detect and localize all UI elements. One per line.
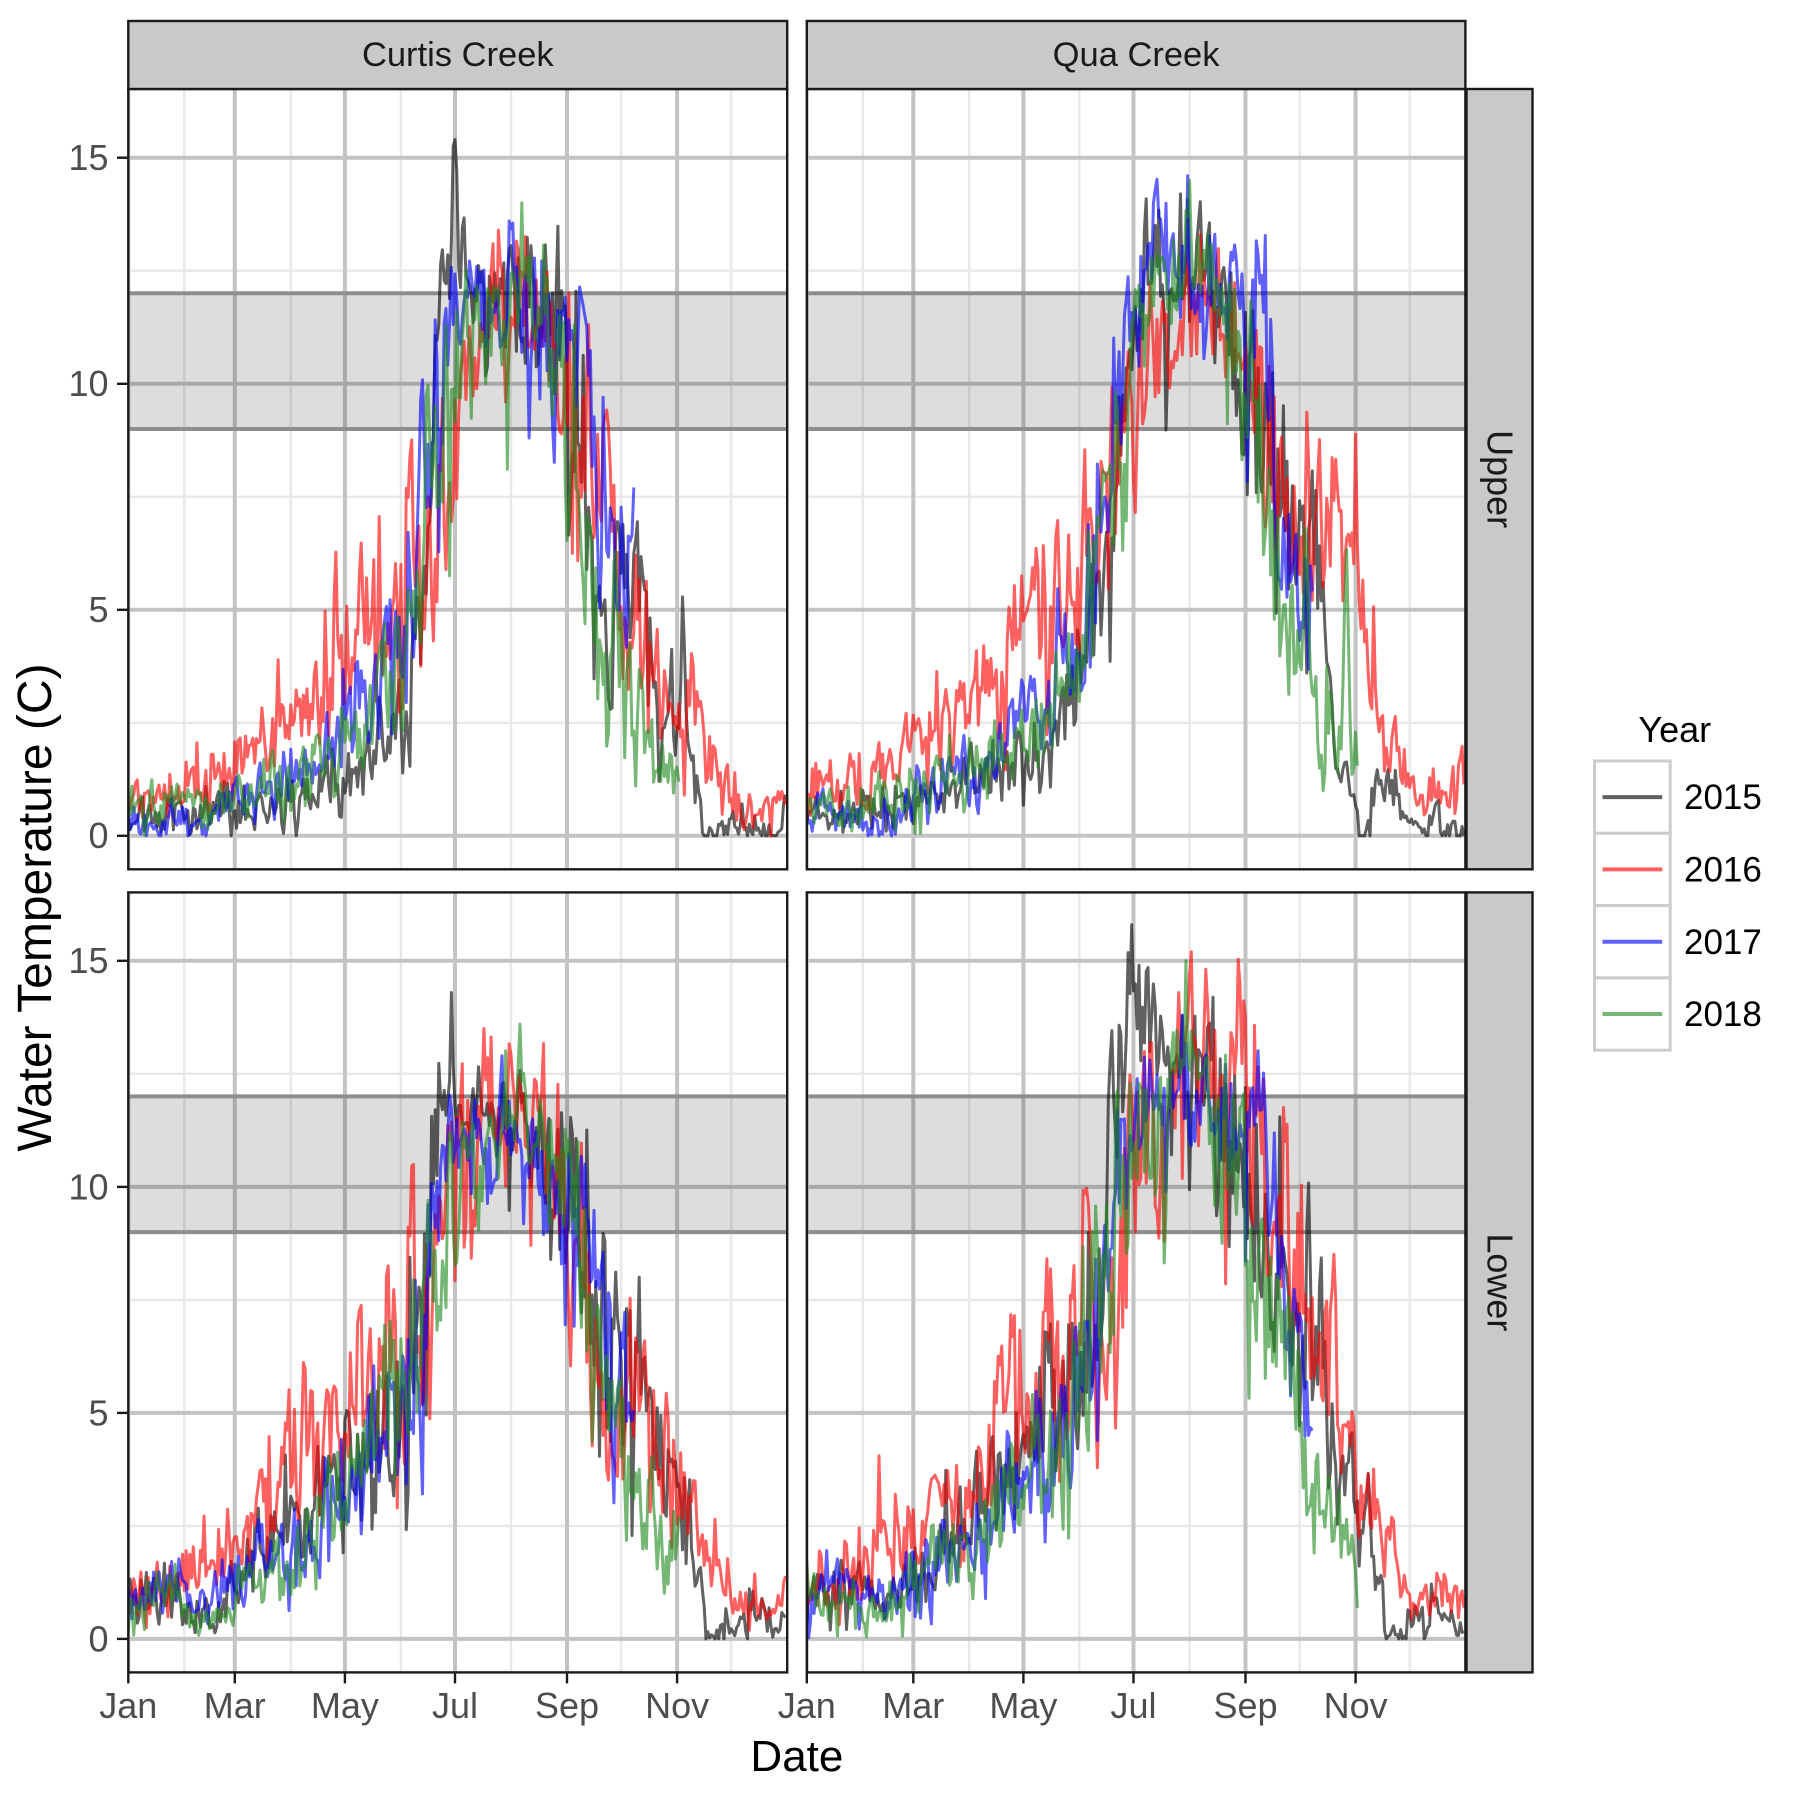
svg-text:2015: 2015 (1684, 778, 1762, 817)
svg-text:5: 5 (88, 1392, 108, 1433)
svg-text:10: 10 (68, 1166, 108, 1207)
svg-text:Mar: Mar (882, 1685, 944, 1726)
svg-text:Year: Year (1638, 709, 1711, 750)
svg-text:5: 5 (88, 589, 108, 630)
svg-text:Upper: Upper (1480, 430, 1521, 528)
svg-text:Curtis Creek: Curtis Creek (362, 36, 554, 74)
svg-text:2017: 2017 (1684, 923, 1762, 962)
svg-text:Sep: Sep (535, 1685, 599, 1726)
svg-text:Jul: Jul (1110, 1685, 1156, 1726)
svg-text:10: 10 (68, 363, 108, 404)
svg-text:Lower: Lower (1480, 1233, 1521, 1331)
svg-text:Jan: Jan (778, 1685, 836, 1726)
svg-text:Water Temperature (C): Water Temperature (C) (9, 663, 62, 1151)
svg-text:Nov: Nov (645, 1685, 709, 1726)
svg-text:Mar: Mar (204, 1685, 266, 1726)
svg-text:Date: Date (750, 1732, 843, 1781)
svg-text:May: May (989, 1685, 1057, 1726)
svg-text:Sep: Sep (1213, 1685, 1277, 1726)
svg-text:Nov: Nov (1324, 1685, 1388, 1726)
svg-text:Jan: Jan (99, 1685, 157, 1726)
svg-text:May: May (311, 1685, 379, 1726)
svg-text:15: 15 (68, 137, 108, 178)
svg-text:2016: 2016 (1684, 850, 1762, 889)
svg-text:15: 15 (68, 940, 108, 981)
svg-text:0: 0 (88, 1618, 108, 1659)
svg-text:0: 0 (88, 815, 108, 856)
svg-text:Qua Creek: Qua Creek (1053, 36, 1221, 74)
svg-text:2018: 2018 (1684, 995, 1762, 1034)
svg-text:Jul: Jul (432, 1685, 478, 1726)
